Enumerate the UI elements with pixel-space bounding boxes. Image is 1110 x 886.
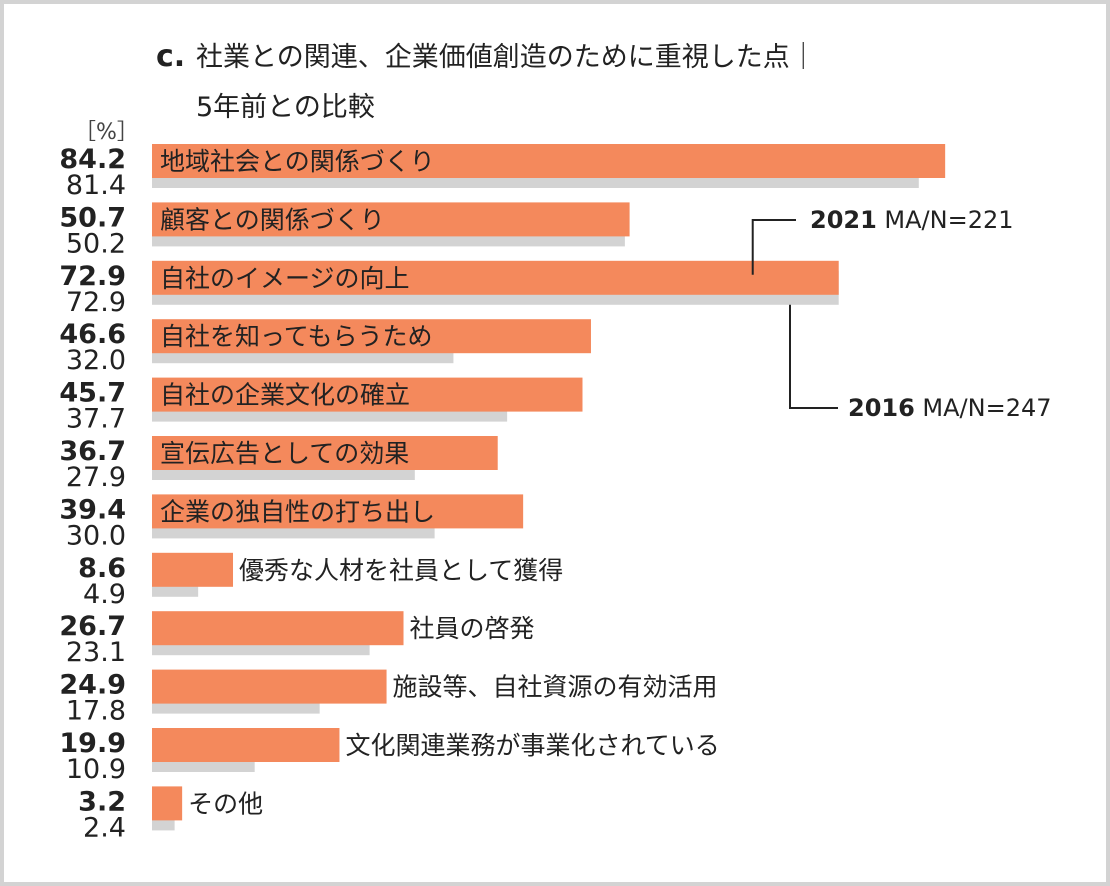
value-2016-4: 32.0 [66, 345, 126, 376]
legend-2021-year: 2021 [810, 206, 877, 234]
legend-2016-sample: MA/N=247 [915, 394, 1052, 422]
legend-leader-2016 [789, 304, 838, 409]
category-label-1: 地域社会との関係づくり [160, 147, 435, 176]
category-label-12: その他 [188, 789, 263, 818]
title-line-1: 社業との関連、企業価値創造のために重視した点｜ [196, 42, 817, 73]
legend-2021-sample: MA/N=221 [877, 206, 1014, 234]
value-2021-1: 84.2 [59, 144, 126, 175]
value-2016-1: 81.4 [66, 170, 126, 201]
unit-label: ［%］ [74, 120, 139, 145]
legend-2016-year: 2016 [848, 394, 915, 422]
bar-chart: c. 社業との関連、企業価値創造のために重視した点｜ 5年前との比較 ［%］ 地… [59, 39, 1052, 843]
bar-2021-7 [152, 494, 524, 529]
title-line-2: 5年前との比較 [196, 92, 375, 123]
bar-2021-4 [152, 319, 591, 354]
value-2021-6: 36.7 [59, 436, 126, 467]
value-2016-3: 72.9 [66, 287, 126, 318]
bar-2021-5 [152, 377, 583, 412]
value-2021-8: 8.6 [78, 553, 126, 584]
value-2016-8: 4.9 [83, 579, 126, 610]
category-label-5: 自社の企業文化の確立 [160, 381, 410, 410]
legend-leader-2021 [751, 219, 796, 275]
category-label-11: 文化関連業務が事業化されている [345, 731, 719, 760]
value-2016-10: 17.8 [66, 696, 126, 727]
bar-2021-3 [152, 260, 839, 295]
legend-2016: 2016 MA/N=247 [848, 394, 1052, 422]
category-label-8: 優秀な人材を社員として獲得 [239, 556, 563, 585]
value-2016-2: 50.2 [66, 228, 126, 259]
title-prefix: c. [156, 39, 185, 74]
legend-2021: 2021 MA/N=221 [810, 206, 1014, 234]
bar-2021-6 [152, 436, 498, 470]
bar-2021-11 [152, 728, 340, 762]
value-2021-5: 45.7 [59, 378, 126, 409]
bar-2021-1 [152, 144, 946, 178]
value-2021-10: 24.9 [59, 670, 126, 701]
value-2016-6: 27.9 [66, 462, 126, 493]
category-labels: 地域社会との関係づくり顧客との関係づくり自社のイメージの向上自社を知ってもらうた… [160, 147, 720, 818]
value-2016-9: 23.1 [66, 637, 126, 668]
bar-2021-12 [152, 786, 183, 821]
value-2021-2: 50.7 [59, 202, 126, 233]
value-2021-11: 19.9 [59, 728, 126, 759]
value-2021-4: 46.6 [59, 319, 126, 350]
value-2016-11: 10.9 [66, 754, 126, 785]
bar-2021-9 [152, 611, 404, 646]
value-2016-12: 2.4 [83, 812, 126, 843]
value-2016-5: 37.7 [66, 404, 126, 435]
value-labels: 84.281.450.750.272.972.946.632.045.737.7… [59, 144, 126, 843]
category-label-6: 宣伝広告としての効果 [160, 439, 409, 468]
category-label-4: 自社を知ってもらうため [160, 322, 433, 351]
category-label-2: 顧客との関係づくり [160, 205, 385, 234]
value-2021-3: 72.9 [59, 261, 126, 292]
bar-2021-10 [152, 669, 387, 704]
legend-callouts: 2021 MA/N=221 2016 MA/N=247 [751, 206, 1052, 422]
value-2016-7: 30.0 [66, 520, 126, 551]
series-2021-bars [152, 144, 946, 821]
bar-2021-2 [152, 202, 630, 237]
chart-title: c. 社業との関連、企業価値創造のために重視した点｜ 5年前との比較 [156, 39, 817, 123]
category-label-9: 社員の啓発 [410, 614, 535, 643]
value-2021-7: 39.4 [59, 494, 126, 525]
value-2021-9: 26.7 [59, 611, 126, 642]
bar-2021-8 [152, 552, 234, 587]
category-label-3: 自社のイメージの向上 [160, 264, 410, 293]
category-label-7: 企業の独自性の打ち出し [160, 497, 435, 526]
value-2021-12: 3.2 [78, 786, 126, 817]
category-label-10: 施設等、自社資源の有効活用 [393, 673, 718, 702]
